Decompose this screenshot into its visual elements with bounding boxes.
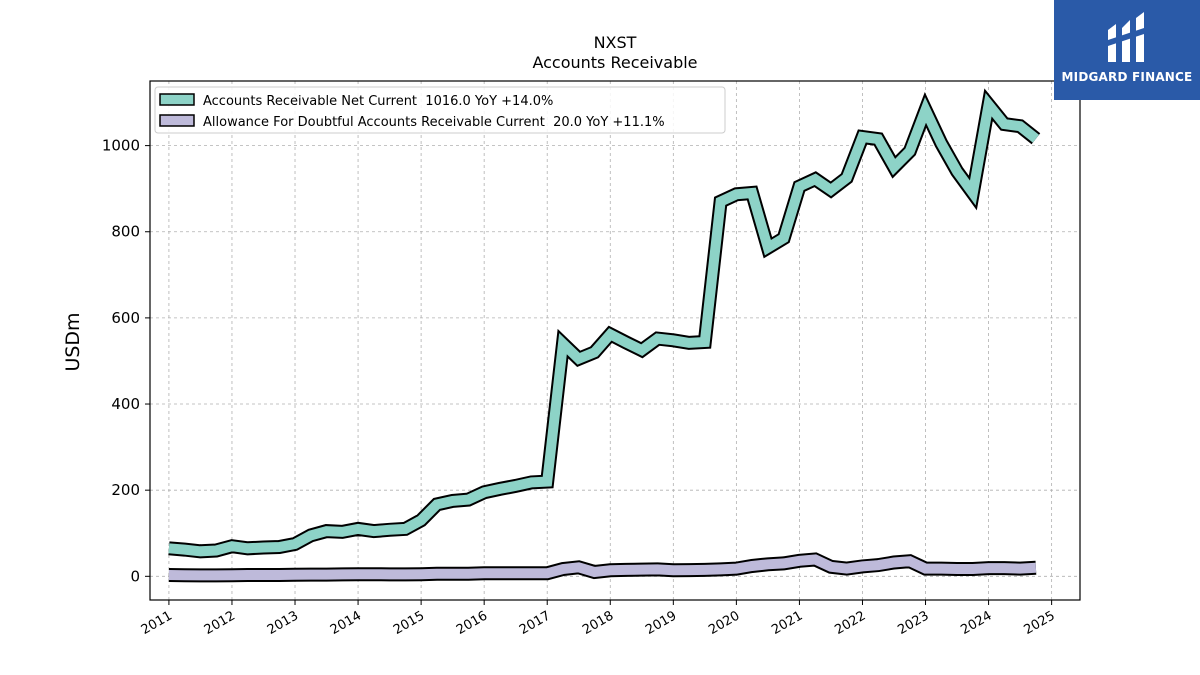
chart-subtitle: Accounts Receivable bbox=[532, 53, 697, 72]
x-tick-label: 2018 bbox=[580, 608, 616, 638]
y-tick-label: 800 bbox=[111, 223, 140, 241]
y-axis: 0 200 400 600 800 1000 bbox=[102, 137, 150, 585]
x-tick-label: 2015 bbox=[391, 608, 427, 638]
x-tick-label: 2012 bbox=[202, 608, 238, 638]
series-outline-accounts-receivable bbox=[168, 88, 1041, 559]
midgard-finance-logo: MIDGARD FINANCE bbox=[1054, 0, 1200, 100]
x-tick-label: 2024 bbox=[958, 608, 994, 638]
x-tick-label: 2020 bbox=[706, 608, 742, 638]
series-line-allowance-doubtful-accounts bbox=[168, 554, 1037, 581]
x-axis: 2011 2012 2013 2014 2015 2016 2017 2018 2019 2020… bbox=[139, 600, 1058, 638]
x-tick-label: 2017 bbox=[517, 608, 553, 638]
midgard-m-icon bbox=[1108, 12, 1144, 62]
series-line-accounts-receivable bbox=[168, 93, 1040, 557]
x-tick-label: 2011 bbox=[139, 608, 175, 638]
chart-title: NXST bbox=[594, 33, 637, 52]
x-tick-label: 2014 bbox=[328, 608, 364, 638]
legend: Accounts Receivable Net Current 1016.0 Y… bbox=[154, 86, 726, 134]
series-lines bbox=[168, 88, 1041, 583]
x-tick-label: 2019 bbox=[643, 608, 679, 638]
legend-label-accounts-receivable: Accounts Receivable Net Current 1016.0 Y… bbox=[203, 94, 553, 109]
plot-area-frame bbox=[149, 80, 1081, 601]
y-tick-label: 600 bbox=[111, 309, 140, 327]
legend-label-allowance: Allowance For Doubtful Accounts Receivab… bbox=[203, 115, 665, 130]
x-tick-label: 2013 bbox=[265, 608, 301, 638]
y-axis-label: USDm bbox=[62, 312, 84, 371]
legend-swatch-accounts-receivable bbox=[159, 93, 195, 106]
legend-swatch-allowance bbox=[159, 114, 195, 127]
x-tick-label: 2025 bbox=[1021, 608, 1057, 638]
y-tick-label: 400 bbox=[111, 395, 140, 413]
x-tick-label: 2021 bbox=[769, 608, 805, 638]
logo-text: MIDGARD FINANCE bbox=[1061, 70, 1193, 84]
legend-frame bbox=[154, 86, 726, 134]
y-tick-label: 1000 bbox=[102, 137, 140, 155]
x-tick-label: 2023 bbox=[895, 608, 931, 638]
y-tick-label: 200 bbox=[111, 481, 140, 499]
x-tick-label: 2022 bbox=[832, 608, 868, 638]
x-tick-label: 2016 bbox=[454, 608, 490, 638]
y-tick-label: 0 bbox=[130, 567, 140, 585]
